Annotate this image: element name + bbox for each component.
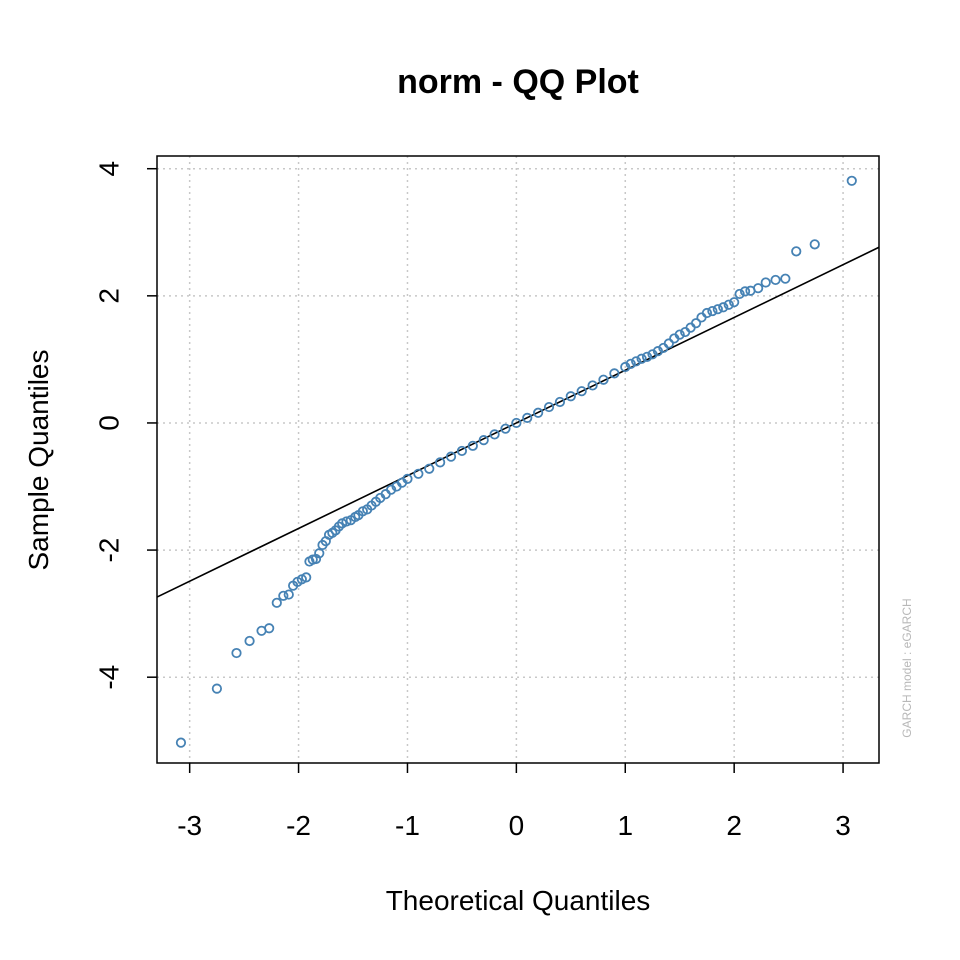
data-point-1 bbox=[211, 683, 222, 694]
data-point-85 bbox=[791, 246, 802, 257]
data-point-56 bbox=[609, 368, 620, 379]
y-tick-label-0: -4 bbox=[94, 665, 125, 690]
x-tick-label-4: 1 bbox=[617, 810, 633, 841]
data-point-67 bbox=[674, 329, 685, 340]
data-point-2 bbox=[231, 647, 242, 659]
data-point-54 bbox=[587, 380, 598, 391]
x-tick-label-2: -1 bbox=[395, 810, 420, 841]
data-point-52 bbox=[565, 391, 576, 402]
data-point-24 bbox=[341, 516, 352, 527]
data-point-61 bbox=[641, 351, 653, 362]
data-point-74 bbox=[712, 304, 723, 315]
data-point-46 bbox=[500, 423, 511, 434]
y-tick-label-2: 0 bbox=[94, 415, 125, 431]
data-point-58 bbox=[625, 358, 636, 369]
data-point-48 bbox=[522, 412, 533, 423]
data-point-65 bbox=[663, 338, 674, 349]
x-tick-label-6: 3 bbox=[835, 810, 851, 841]
data-point-7 bbox=[278, 590, 289, 601]
data-point-8 bbox=[283, 589, 294, 600]
x-tick-label-1: -2 bbox=[286, 810, 311, 841]
data-point-79 bbox=[739, 286, 751, 297]
data-point-83 bbox=[770, 274, 781, 286]
x-axis: -3 -2 -1 0 1 2 3 bbox=[177, 763, 851, 841]
y-tick-label-3: 2 bbox=[94, 288, 125, 304]
x-tick-label-0: -3 bbox=[177, 810, 202, 841]
data-point-76 bbox=[723, 299, 734, 310]
data-point-38 bbox=[413, 468, 424, 479]
data-point-81 bbox=[753, 283, 764, 294]
data-point-41 bbox=[445, 451, 457, 462]
y-tick-label-1: -2 bbox=[94, 538, 125, 563]
data-point-55 bbox=[598, 374, 609, 385]
data-point-84 bbox=[780, 273, 791, 284]
y-axis: -4 -2 0 2 4 bbox=[94, 161, 157, 690]
x-axis-label: Theoretical Quantiles bbox=[386, 885, 651, 916]
y-axis-label: Sample Quantiles bbox=[23, 349, 54, 570]
data-point-6 bbox=[271, 597, 282, 608]
data-point-47 bbox=[511, 417, 522, 429]
data-point-53 bbox=[576, 386, 587, 397]
data-point-39 bbox=[424, 463, 435, 474]
data-point-72 bbox=[701, 307, 713, 319]
data-point-40 bbox=[435, 457, 446, 468]
data-point-75 bbox=[718, 302, 729, 313]
data-point-82 bbox=[760, 277, 771, 288]
data-point-37 bbox=[402, 473, 413, 484]
data-point-3 bbox=[244, 635, 255, 647]
data-point-16 bbox=[314, 548, 325, 559]
data-point-78 bbox=[734, 288, 745, 300]
watermark: GARCH model : eGARCH bbox=[900, 598, 914, 737]
data-point-42 bbox=[456, 445, 468, 457]
data-point-69 bbox=[685, 322, 696, 333]
data-point-49 bbox=[533, 407, 544, 418]
plot-frame bbox=[156, 155, 880, 764]
data-point-5 bbox=[264, 623, 275, 634]
data-point-0 bbox=[175, 737, 187, 748]
data-point-60 bbox=[636, 353, 647, 364]
data-point-45 bbox=[489, 429, 500, 440]
qq-reference-line bbox=[156, 246, 880, 598]
data-point-44 bbox=[478, 435, 489, 446]
reference-line-group bbox=[156, 246, 880, 598]
data-point-50 bbox=[543, 401, 555, 413]
x-tick-label-5: 2 bbox=[726, 810, 742, 841]
data-point-51 bbox=[554, 396, 566, 408]
y-tick-label-4: 4 bbox=[94, 161, 125, 177]
chart-title: norm - QQ Plot bbox=[397, 63, 639, 101]
grid-lines bbox=[157, 156, 879, 763]
data-point-71 bbox=[696, 312, 707, 323]
data-point-77 bbox=[729, 297, 740, 308]
data-point-87 bbox=[846, 175, 857, 186]
data-point-12 bbox=[301, 572, 312, 583]
x-tick-label-3: 0 bbox=[509, 810, 525, 841]
data-points bbox=[175, 175, 857, 748]
data-point-86 bbox=[809, 239, 820, 250]
data-point-70 bbox=[690, 318, 702, 329]
data-point-73 bbox=[707, 305, 718, 317]
data-point-43 bbox=[467, 440, 478, 451]
data-point-59 bbox=[631, 356, 642, 367]
